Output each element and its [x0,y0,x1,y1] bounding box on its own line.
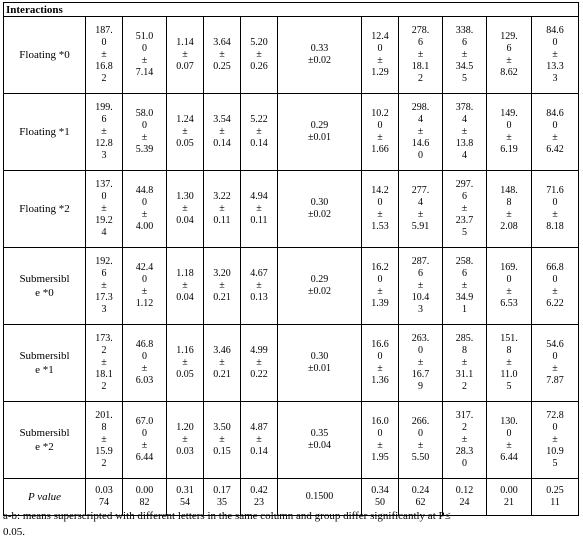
pvalue-label: P value [3,478,86,516]
table-cell: 173. 2 ± 18.1 2 [85,324,123,402]
pvalue-cell: 0.03 74 [85,478,123,516]
table-cell: 66.8 0 ± 6.22 [530,247,580,325]
row-label: Submersibl e *0 [3,247,86,325]
table-row: Submersibl e *0 192. 6 ± 17.3 3 42.4 0 ± 1… [3,247,580,325]
pvalue-cell: 0.00 21 [486,478,532,516]
pvalue-cell: 0.1500 [277,478,362,516]
table-cell: 201. 8 ± 15.9 2 [85,401,123,479]
pvalue-cell: 0.34 50 [361,478,399,516]
pvalue-cell: 0.31 54 [166,478,204,516]
table-cell: 0.30 ±0.02 [277,170,362,248]
table-cell: 46.8 0 ± 6.03 [122,324,167,402]
table-cell: 3.50 ± 0.15 [203,401,241,479]
table-cell: 187. 0 ± 16.8 2 [85,16,123,94]
table-cell: 4.94 ± 0.11 [240,170,278,248]
table-cell: 3.64 ± 0.25 [203,16,241,94]
table-cell: 0.29 ±0.02 [277,247,362,325]
table-cell: 54.6 0 ± 7.87 [530,324,580,402]
table-cell: 266. 0 ± 5.50 [398,401,443,479]
row-label: Submersibl e *2 [3,401,86,479]
table-cell: 338. 6 ± 34.5 5 [442,16,487,94]
table-row: Submersibl e *1 173. 2 ± 18.1 2 46.8 0 ± 6… [3,324,580,402]
table-cell: 5.22 ± 0.14 [240,93,278,171]
table-cell: 378. 4 ± 13.8 4 [442,93,487,171]
interactions-header: Interactions [2,2,580,17]
pvalue-cell: 0.00 82 [122,478,167,516]
table-cell: 285. 8 ± 31.1 2 [442,324,487,402]
table-cell: 137. 0 ± 19.2 4 [85,170,123,248]
table-cell: 1.20 ± 0.03 [166,401,204,479]
table-cell: 129. 6 ± 8.62 [486,16,532,94]
footnote: a-b: means superscripted with different … [3,510,451,538]
table-row: Submersibl e *2 201. 8 ± 15.9 2 67.0 0 ± 6… [3,401,580,479]
table-cell: 84.6 0 ± 13.3 3 [530,16,580,94]
table-cell: 4.67 ± 0.13 [240,247,278,325]
table-cell: 3.54 ± 0.14 [203,93,241,171]
table-cell: 1.24 ± 0.05 [166,93,204,171]
pvalue-cell: 0.24 62 [398,478,443,516]
row-label: Floating *2 [3,170,86,248]
table-cell: 258. 6 ± 34.9 1 [442,247,487,325]
table-cell: 263. 0 ± 16.7 9 [398,324,443,402]
table-cell: 71.6 0 ± 8.18 [530,170,580,248]
table-cell: 14.2 0 ± 1.53 [361,170,399,248]
table-cell: 149. 0 ± 6.19 [486,93,532,171]
table-cell: 67.0 0 ± 6.44 [122,401,167,479]
table-cell: 12.4 0 ± 1.29 [361,16,399,94]
table-cell: 297. 6 ± 23.7 5 [442,170,487,248]
table-cell: 3.20 ± 0.21 [203,247,241,325]
table-cell: 0.29 ±0.01 [277,93,362,171]
pvalue-row: P value 0.03 74 0.00 82 0.31 54 0.17 35 0.42 … [3,478,580,516]
table-cell: 16.0 0 ± 1.95 [361,401,399,479]
table-cell: 287. 6 ± 10.4 3 [398,247,443,325]
table-cell: 192. 6 ± 17.3 3 [85,247,123,325]
table-cell: 130. 0 ± 6.44 [486,401,532,479]
row-label: Submersibl e *1 [3,324,86,402]
table-cell: 1.18 ± 0.04 [166,247,204,325]
table-cell: 5.20 ± 0.26 [240,16,278,94]
table-cell: 1.14 ± 0.07 [166,16,204,94]
pvalue-cell: 0.25 11 [530,478,580,516]
table-cell: 44.8 0 ± 4.00 [122,170,167,248]
table-row: Floating *1 199. 6 ± 12.8 3 58.0 0 ± 5.39 1… [3,93,580,171]
table-cell: 278. 6 ± 18.1 2 [398,16,443,94]
row-label: Floating *1 [3,93,86,171]
table-cell: 1.16 ± 0.05 [166,324,204,402]
table-cell: 10.2 0 ± 1.66 [361,93,399,171]
table-cell: 51.0 0 ± 7.14 [122,16,167,94]
table-cell: 16.6 0 ± 1.36 [361,324,399,402]
table-cell: 4.87 ± 0.14 [240,401,278,479]
table-cell: 72.8 0 ± 10.9 5 [530,401,580,479]
table-row: Floating *0 187. 0 ± 16.8 2 51.0 0 ± 7.14 1… [3,16,580,94]
header-row: Interactions [2,2,580,17]
row-label: Floating *0 [3,16,86,94]
table-cell: 169. 0 ± 6.53 [486,247,532,325]
table-cell: 42.4 0 ± 1.12 [122,247,167,325]
table-cell: 58.0 0 ± 5.39 [122,93,167,171]
table-cell: 0.33 ±0.02 [277,16,362,94]
table-cell: 148. 8 ± 2.08 [486,170,532,248]
table-cell: 277. 4 ± 5.91 [398,170,443,248]
table-row: Floating *2 137. 0 ± 19.2 4 44.8 0 ± 4.00 1… [3,170,580,248]
table-cell: 199. 6 ± 12.8 3 [85,93,123,171]
table-cell: 3.46 ± 0.21 [203,324,241,402]
table-cell: 0.35 ±0.04 [277,401,362,479]
table-cell: 0.30 ±0.01 [277,324,362,402]
table-cell: 4.99 ± 0.22 [240,324,278,402]
table-cell: 317. 2 ± 28.3 0 [442,401,487,479]
table-cell: 151. 8 ± 11.0 5 [486,324,532,402]
table-cell: 16.2 0 ± 1.39 [361,247,399,325]
table-cell: 298. 4 ± 14.6 0 [398,93,443,171]
table-cell: 3.22 ± 0.11 [203,170,241,248]
pvalue-cell: 0.42 23 [240,478,278,516]
table-cell: 1.30 ± 0.04 [166,170,204,248]
table-cell: 84.6 0 ± 6.42 [530,93,580,171]
